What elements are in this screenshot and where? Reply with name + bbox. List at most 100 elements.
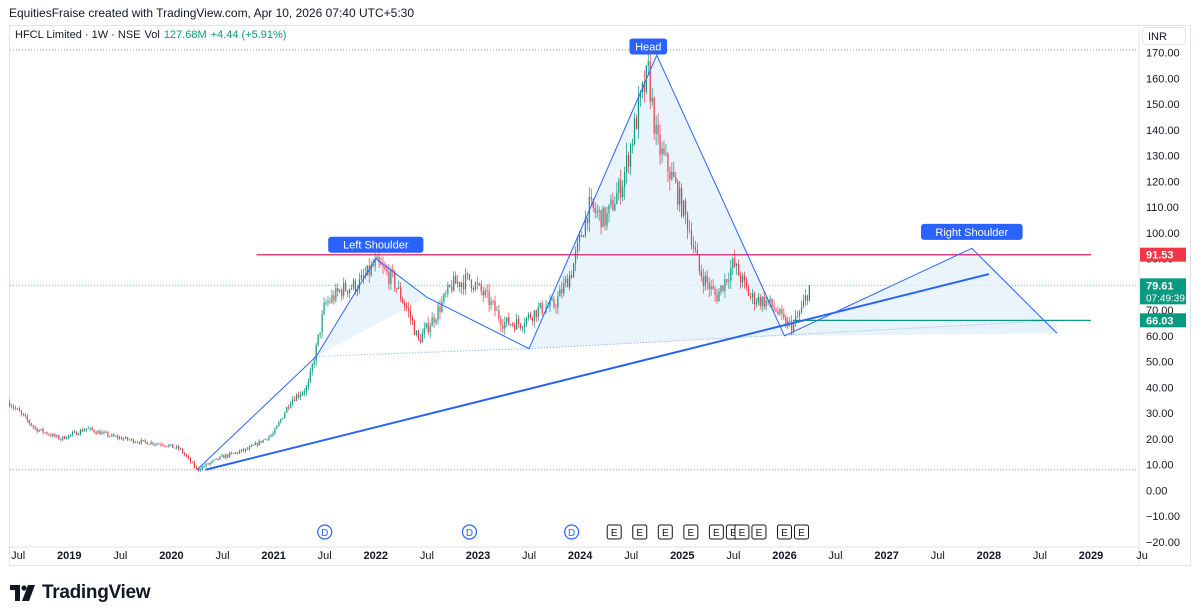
head-fill [529,55,785,349]
candle-body [675,177,677,182]
candle-body [130,439,133,440]
candle-body [321,314,323,333]
x-tick-label: Jul [522,550,536,562]
candle-body [576,242,579,252]
candle-body [596,211,598,213]
dividend-icon [461,524,478,540]
currency-selector[interactable]: INR [1142,27,1186,45]
candle-body [574,251,577,264]
candle-body [56,435,58,437]
price-axis-label-box [1140,278,1186,305]
pattern-label-text: Right Shoulder [935,227,1008,239]
candle-body [468,274,471,280]
trend-line [205,273,990,471]
candle-body [700,271,702,277]
candle-body [791,320,793,331]
y-tick-label: 170.00 [1146,48,1180,60]
candle-body [392,269,394,272]
x-tick-label: 2025 [670,550,694,562]
candle-body [712,285,714,290]
earnings-icon-text: E [662,528,669,539]
candle-body [48,434,50,436]
pattern-label-text: Left Shoulder [343,240,409,252]
earnings-icon-text: E [798,528,805,539]
candle-body [572,263,575,278]
candle-body [683,200,685,216]
candle-body [459,282,461,287]
candle-body [584,217,586,236]
candle-body [677,181,679,205]
candle-body [608,204,610,214]
candle-body [425,323,427,328]
candle-body [309,371,311,382]
x-tick-label: Jul [829,550,843,562]
candle-body [295,394,298,401]
earnings-marker: E [776,524,792,540]
candle-body [673,171,675,178]
candle-body [350,288,353,290]
candle-body [93,430,95,433]
candle-body [99,431,101,435]
earnings-marker: E [632,524,648,540]
candle-body [421,333,423,343]
candle-body [166,446,168,447]
candle-body [181,448,184,453]
y-tick-label: 60.00 [1146,331,1174,343]
pattern-label: Right Shoulder [921,223,1023,240]
candle-body [521,327,524,329]
candle-body [44,432,46,434]
candle-body [266,438,268,440]
neckline-right [529,320,1057,350]
candle-body [649,61,651,102]
candle-body [215,458,217,460]
candle-body [388,271,390,284]
candle-body [604,207,606,226]
price-axis-label-value: 66.03 [1146,315,1174,327]
candle-body [311,364,313,372]
candle-body [38,430,40,432]
candle-body [54,434,56,437]
candle-body [757,296,759,303]
y-tick-label: −20.00 [1146,537,1180,549]
candle-body [270,435,272,437]
candle-body [69,434,72,436]
candle-body [407,308,410,311]
earnings-marker: E [794,524,810,540]
candle-body [32,425,34,427]
candle-body [335,287,337,301]
candle-body [26,416,28,421]
candle-body [533,310,535,322]
candle-body [549,300,551,307]
symbol-legend: HFCL Limited · 1W · NSE Vol 127.68M +4.4… [15,29,286,41]
candle-body [751,293,753,298]
candle-body [160,444,162,445]
candle-body [643,82,645,92]
candle-body [659,134,661,155]
candle-body [203,466,205,468]
candle-body [494,301,496,311]
candle-body [183,452,186,455]
candle-body [327,301,329,303]
candle-body [301,392,304,395]
candle-body [741,275,744,283]
candle-body [559,289,561,297]
candle-body [702,276,704,286]
candle-body [747,286,750,296]
candle-body [286,407,288,413]
candle-body [647,61,649,66]
price-change: +4.44 (+5.91%) [210,29,287,41]
candle-body [370,265,372,276]
candle-body [154,444,156,446]
candle-body [669,171,671,180]
pattern-fill [316,55,1057,357]
dividend-icon [564,524,580,540]
x-tick-label: 2019 [57,550,81,562]
price-axis-label-value: 91.53 [1146,250,1174,262]
candle-body [148,444,150,446]
candle-body [600,210,602,228]
candle-body [333,295,335,301]
y-tick-label: 160.00 [1146,73,1180,85]
x-tick-label: 2024 [568,550,593,562]
candle-body [639,91,641,98]
